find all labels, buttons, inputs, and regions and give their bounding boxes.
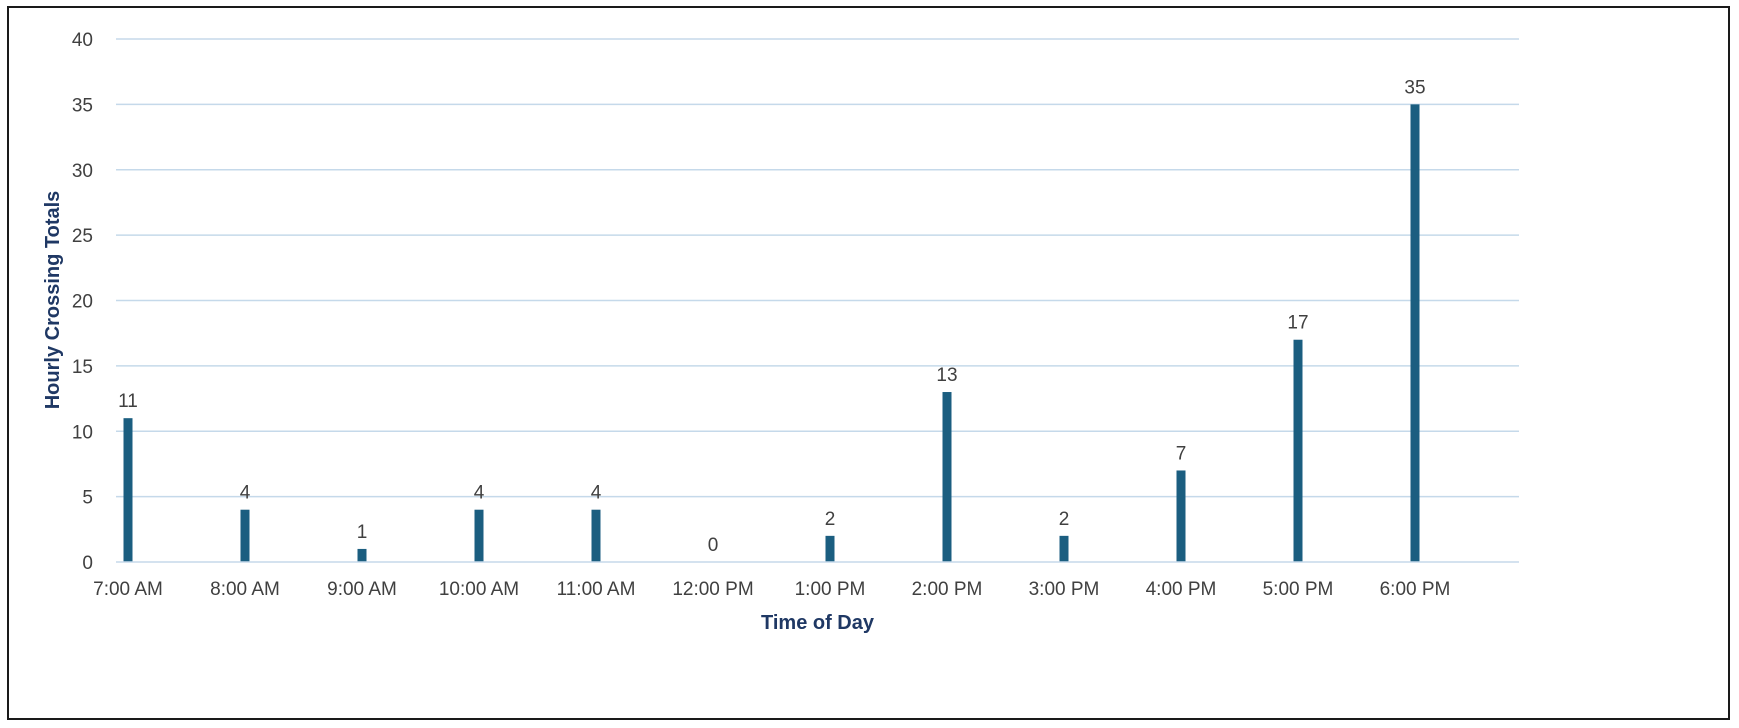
y-tick-label: 40 [72,30,93,51]
x-tick-label: 6:00 PM [1380,579,1451,600]
data-label: 11 [118,391,138,412]
x-tick-label: 1:00 PM [795,579,866,600]
bars [123,104,1420,562]
bar [1059,535,1069,562]
data-label: 4 [474,483,485,504]
data-label: 13 [936,365,957,386]
x-tick-label: 2:00 PM [912,579,983,600]
bar [1410,104,1420,562]
x-tick-label: 9:00 AM [327,579,397,600]
bar [591,509,601,562]
bar [240,509,250,562]
bar [1176,470,1186,562]
data-label: 2 [825,509,836,530]
bar [825,535,835,562]
y-tick-label: 25 [72,226,93,247]
y-axis-ticks: 0 5 10 15 20 25 30 35 40 [72,30,93,574]
bar [1293,339,1303,562]
x-axis-ticks: 7:00 AM 8:00 AM 9:00 AM 10:00 AM 11:00 AM 12:… [93,579,1450,600]
x-tick-label: 7:00 AM [93,579,163,600]
chart-frame: 0 5 10 15 20 25 30 35 40 11 4 1 4 4 0 2 13 2 7 17 35 7:00 A… [7,6,1730,720]
y-tick-label: 20 [72,292,93,313]
data-label: 35 [1404,77,1425,98]
y-tick-label: 5 [82,488,93,509]
x-tick-label: 10:00 AM [439,579,519,600]
data-label: 4 [240,483,251,504]
data-label: 4 [591,483,602,504]
data-label: 2 [1059,509,1070,530]
data-label: 1 [357,522,368,543]
y-tick-label: 10 [72,422,93,443]
gridlines [116,38,1519,498]
x-tick-label: 5:00 PM [1263,579,1334,600]
data-labels: 11 4 1 4 4 0 2 13 2 7 17 35 [118,77,1425,556]
data-label: 17 [1287,313,1308,334]
y-tick-label: 35 [72,95,93,116]
bar [123,418,133,562]
x-tick-label: 3:00 PM [1029,579,1100,600]
y-tick-label: 15 [72,357,93,378]
bar [357,548,367,562]
x-tick-label: 8:00 AM [210,579,280,600]
x-tick-label: 12:00 PM [672,579,753,600]
x-tick-label: 11:00 AM [557,579,636,600]
y-tick-label: 30 [72,161,93,182]
data-label: 0 [708,535,719,556]
y-tick-label: 0 [82,553,93,574]
y-axis-title: Hourly Crossing Totals [42,191,64,410]
bar [942,392,952,562]
x-tick-label: 4:00 PM [1146,579,1217,600]
x-axis-title: Time of Day [761,612,875,634]
bar [474,509,484,562]
data-label: 7 [1176,443,1187,464]
